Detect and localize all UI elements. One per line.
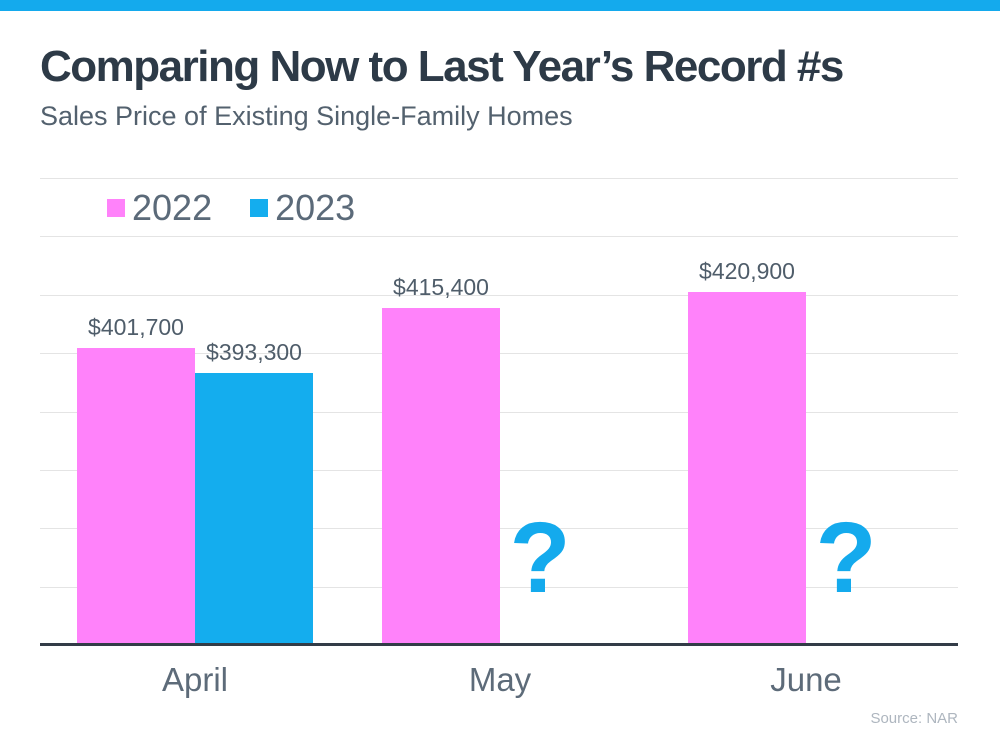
legend-swatch-2022 — [107, 199, 125, 217]
page-subtitle: Sales Price of Existing Single-Family Ho… — [40, 101, 573, 131]
bar-2022-april — [77, 348, 195, 645]
bar-2022-june — [688, 292, 806, 645]
x-axis-line — [40, 643, 958, 646]
x-axis-label-april: April — [161, 661, 229, 698]
page-title: Comparing Now to Last Year’s Record #s — [40, 42, 844, 91]
top-accent-bar — [0, 0, 1000, 11]
chart-legend: 2022 2023 — [107, 186, 355, 230]
gridline — [40, 294, 958, 296]
gridline — [40, 178, 958, 179]
legend-label-2023: 2023 — [275, 187, 356, 228]
bar-2023-april — [195, 373, 313, 645]
value-label-2022-may: $415,400 — [393, 274, 489, 300]
legend-item-2023: 2023 — [250, 187, 355, 229]
source-attribution: Source: NAR — [870, 710, 958, 727]
x-axis-label-may: May — [468, 661, 532, 698]
value-label-2023-april: $393,300 — [206, 339, 302, 365]
value-label-2022-april: $401,700 — [88, 314, 184, 340]
missing-value-marker-2023-june: ? — [815, 502, 877, 614]
missing-value-marker-2023-may: ? — [509, 502, 571, 614]
legend-swatch-2023 — [250, 199, 269, 217]
gridline — [40, 236, 958, 238]
x-axis-label-june: June — [770, 661, 842, 698]
value-label-2022-june: $420,900 — [699, 258, 795, 284]
legend-item-2022: 2022 — [107, 187, 212, 229]
legend-label-2022: 2022 — [132, 187, 213, 228]
bar-2022-may — [382, 308, 500, 645]
bar-chart-plot-area: 2022 2023 $401,700 $393,300 $415,400? $420,… — [40, 178, 958, 646]
